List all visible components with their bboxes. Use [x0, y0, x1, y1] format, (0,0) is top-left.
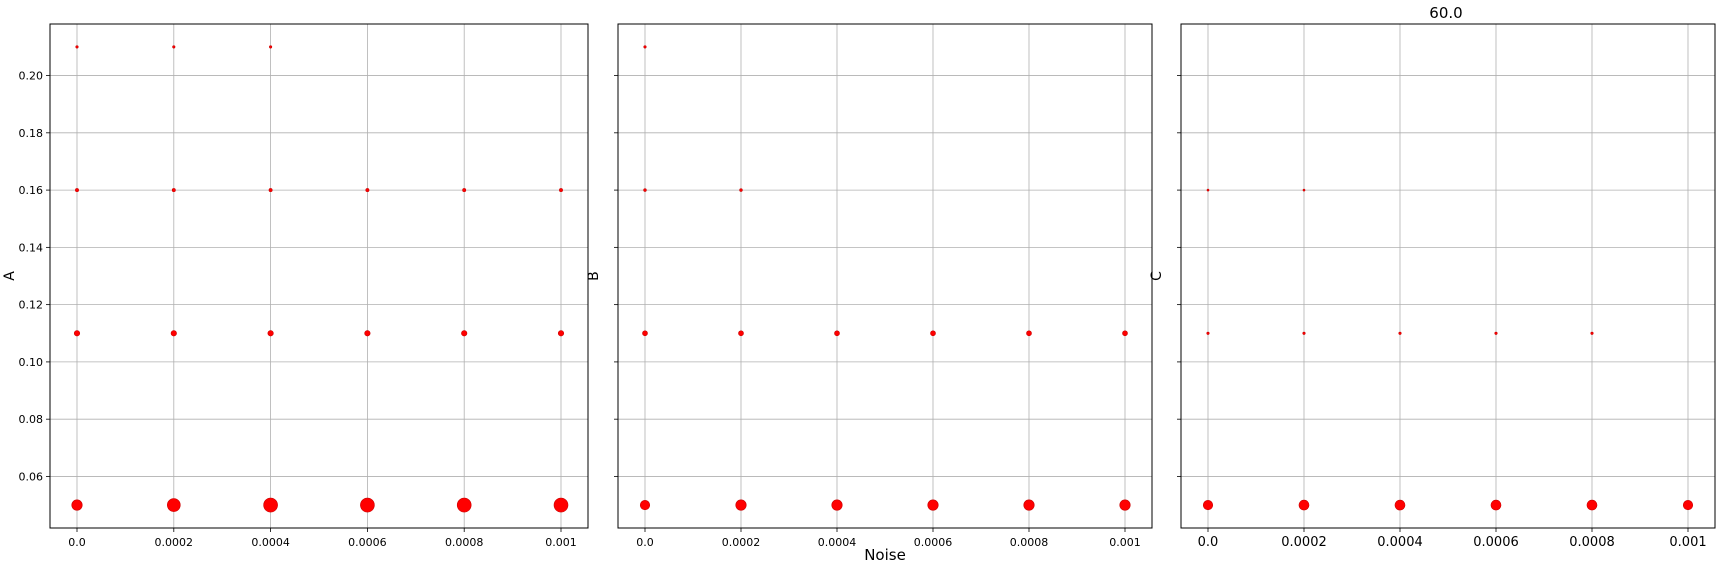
x-tick-label: 0.0 — [636, 536, 654, 549]
data-point — [1398, 331, 1402, 335]
x-tick-label: 0.001 — [545, 536, 577, 549]
data-point — [462, 188, 467, 193]
data-point — [735, 499, 747, 511]
data-point — [268, 188, 273, 193]
data-point — [360, 497, 375, 513]
data-point — [75, 188, 79, 193]
figure-title: 60.0 — [1429, 4, 1462, 22]
data-point — [1119, 499, 1131, 511]
y-tick-label: 0.18 — [19, 127, 44, 140]
data-point — [456, 497, 472, 513]
data-point — [1298, 499, 1310, 511]
x-tick-label: 0.0008 — [1010, 536, 1049, 549]
axes-frame — [1180, 23, 1716, 529]
x-tick-label: 0.0006 — [1473, 535, 1519, 550]
data-point — [1394, 499, 1406, 511]
x-tick-label: 0.0002 — [155, 536, 194, 549]
x-tick-label: 0.0 — [1198, 535, 1219, 550]
data-point — [1586, 499, 1598, 511]
x-tick-label: 0.0008 — [445, 536, 484, 549]
x-axis-label: Noise — [864, 546, 906, 564]
x-tick-label: 0.0 — [68, 536, 86, 549]
data-point — [1302, 331, 1306, 335]
data-point — [642, 330, 648, 337]
y-tick-label: 0.14 — [19, 241, 44, 254]
data-point — [557, 330, 565, 337]
data-point — [1023, 499, 1035, 511]
data-point — [170, 330, 177, 337]
data-point — [1122, 330, 1128, 337]
data-point — [1302, 188, 1306, 192]
data-point — [1206, 188, 1210, 192]
x-tick-label: 0.0008 — [1569, 535, 1615, 550]
data-point — [1590, 331, 1594, 335]
x-tick-label: 0.0002 — [722, 536, 761, 549]
data-point — [738, 330, 744, 337]
data-point — [927, 499, 939, 511]
data-point — [553, 497, 569, 513]
data-point — [559, 188, 563, 193]
data-point — [365, 188, 370, 193]
axes-frame — [49, 23, 589, 529]
y-axis-label: C — [1149, 271, 1165, 281]
y-tick-label: 0.10 — [19, 356, 44, 369]
y-tick-label: 0.12 — [19, 299, 44, 312]
data-point — [1026, 330, 1032, 337]
y-tick-label: 0.08 — [19, 413, 44, 426]
data-point — [930, 330, 936, 337]
y-tick-label: 0.20 — [19, 70, 44, 83]
data-point — [643, 188, 647, 192]
data-point — [1202, 500, 1214, 511]
data-point — [267, 330, 274, 337]
x-tick-label: 0.0006 — [348, 536, 387, 549]
x-tick-label: 0.0002 — [1281, 535, 1327, 550]
data-point — [364, 330, 371, 337]
data-point — [172, 45, 176, 49]
data-point — [75, 45, 79, 49]
x-tick-label: 0.0004 — [251, 536, 290, 549]
data-point — [834, 330, 840, 337]
y-axis-label: A — [2, 271, 18, 281]
x-tick-label: 0.0004 — [1377, 535, 1423, 550]
data-point — [1490, 499, 1502, 511]
data-point — [1494, 331, 1498, 335]
x-tick-label: 0.001 — [1669, 535, 1706, 550]
data-point — [71, 499, 83, 511]
data-point — [643, 45, 647, 49]
data-point — [171, 188, 176, 193]
x-tick-label: 0.001 — [1109, 536, 1141, 549]
axes-frame — [617, 23, 1153, 529]
x-tick-label: 0.0004 — [818, 536, 857, 549]
data-point — [461, 330, 468, 337]
data-point — [269, 45, 273, 49]
data-point — [739, 188, 743, 192]
x-tick-label: 0.0006 — [914, 536, 953, 549]
data-point — [1682, 500, 1694, 511]
data-point — [73, 330, 81, 337]
y-tick-label: 0.16 — [19, 184, 44, 197]
data-point — [167, 498, 181, 512]
data-point — [831, 499, 843, 511]
y-axis-label: B — [586, 271, 602, 281]
y-tick-label: 0.06 — [19, 470, 44, 483]
data-point — [639, 500, 651, 511]
data-point — [1206, 331, 1210, 335]
data-point — [263, 497, 278, 513]
